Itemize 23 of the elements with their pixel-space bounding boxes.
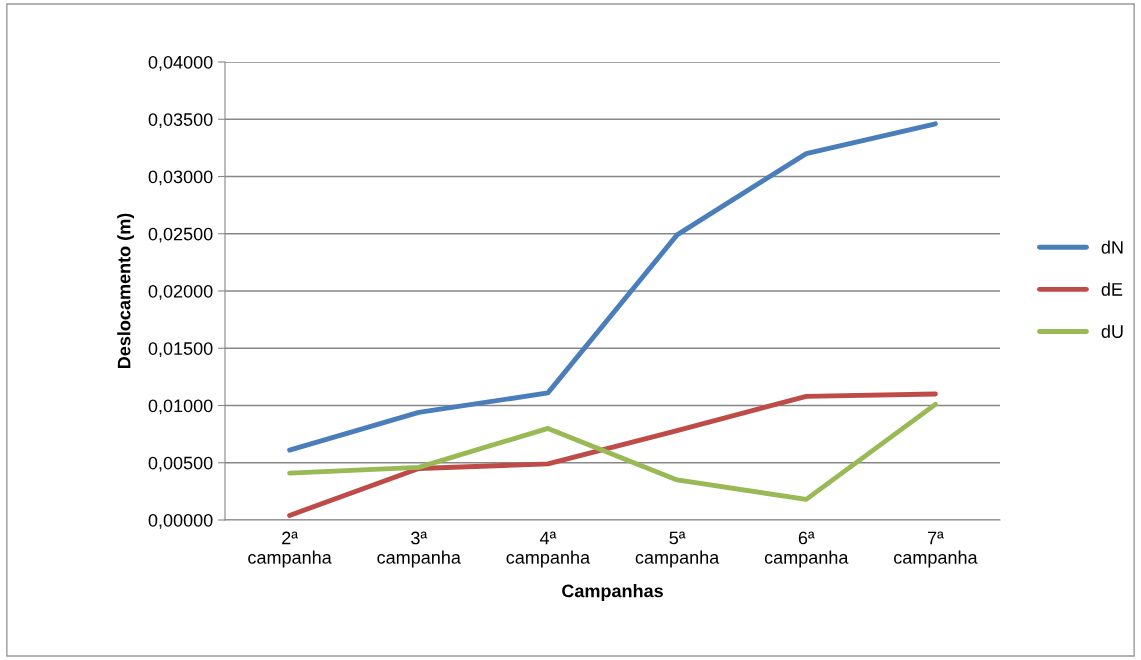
x-tick-label: 7ª campanha [894,531,978,568]
line-series [287,391,938,518]
x-tick-label: 4ª campanha [506,531,591,568]
legend-label: dE [1101,282,1123,296]
line-series [287,121,938,453]
y-tick-label: 0,02000 [148,284,213,300]
y-tick-label: 0,01500 [148,342,213,358]
y-tick-label: 0,00500 [148,456,213,472]
x-axis-title: Campanhas [562,584,663,601]
legend-label: dN [1101,240,1123,254]
y-tick-label: 0,04000 [148,55,213,71]
y-tick-label: 0,00000 [148,513,213,529]
line-series [287,401,938,502]
y-axis-title: Deslocamento (m) [117,213,135,369]
y-tick-label: 0,03000 [148,170,213,186]
y-tick-label: 0,03500 [148,113,213,129]
x-tick-label: 3ª campanha [377,531,461,568]
x-tick-label: 5ª campanha [635,531,720,568]
y-tick-label: 0,01000 [148,399,213,415]
x-tick-label: 2ª campanha [248,531,332,568]
x-tick-label: 6ª campanha [764,531,849,568]
y-tick-label: 0,02500 [148,227,213,243]
legend-label: dU [1101,324,1123,338]
